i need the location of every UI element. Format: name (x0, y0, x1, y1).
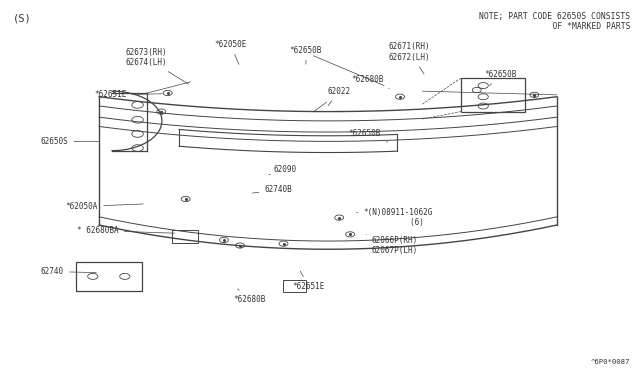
Text: *62050A: *62050A (66, 202, 143, 211)
Text: *62680B: *62680B (351, 76, 389, 89)
Bar (76, 262, 142, 291)
Text: *62651E: *62651E (292, 271, 324, 291)
Text: 62090: 62090 (269, 165, 296, 175)
Text: *62050E: *62050E (214, 40, 246, 64)
Text: 62740: 62740 (41, 267, 97, 276)
Bar (283, 280, 306, 292)
Text: *62650B: *62650B (349, 129, 388, 142)
Bar (172, 230, 198, 243)
Text: ^6P0*0087: ^6P0*0087 (591, 359, 630, 365)
Text: 62022: 62022 (328, 87, 351, 106)
Text: * 62680BA: * 62680BA (77, 226, 175, 235)
Text: *62651E: *62651E (94, 90, 163, 99)
Text: NOTE; PART CODE 62650S CONSISTS
    OF *MARKED PARTS: NOTE; PART CODE 62650S CONSISTS OF *MARK… (479, 12, 630, 31)
Text: 62650S: 62650S (40, 137, 100, 146)
Text: *(N)08911-1062G
        (6): *(N)08911-1062G (6) (356, 208, 433, 227)
Text: *62650B: *62650B (484, 70, 516, 86)
Text: 62673(RH)
62674(LH): 62673(RH) 62674(LH) (125, 48, 188, 84)
Text: (S): (S) (13, 13, 31, 23)
Text: 62671(RH)
62672(LH): 62671(RH) 62672(LH) (388, 42, 431, 74)
Text: *62680B: *62680B (234, 289, 266, 304)
Text: *62650B: *62650B (290, 46, 322, 64)
Text: 62066P(RH)
62067P(LH): 62066P(RH) 62067P(LH) (366, 234, 418, 255)
Text: 62740B: 62740B (252, 185, 292, 194)
Bar (461, 78, 525, 112)
